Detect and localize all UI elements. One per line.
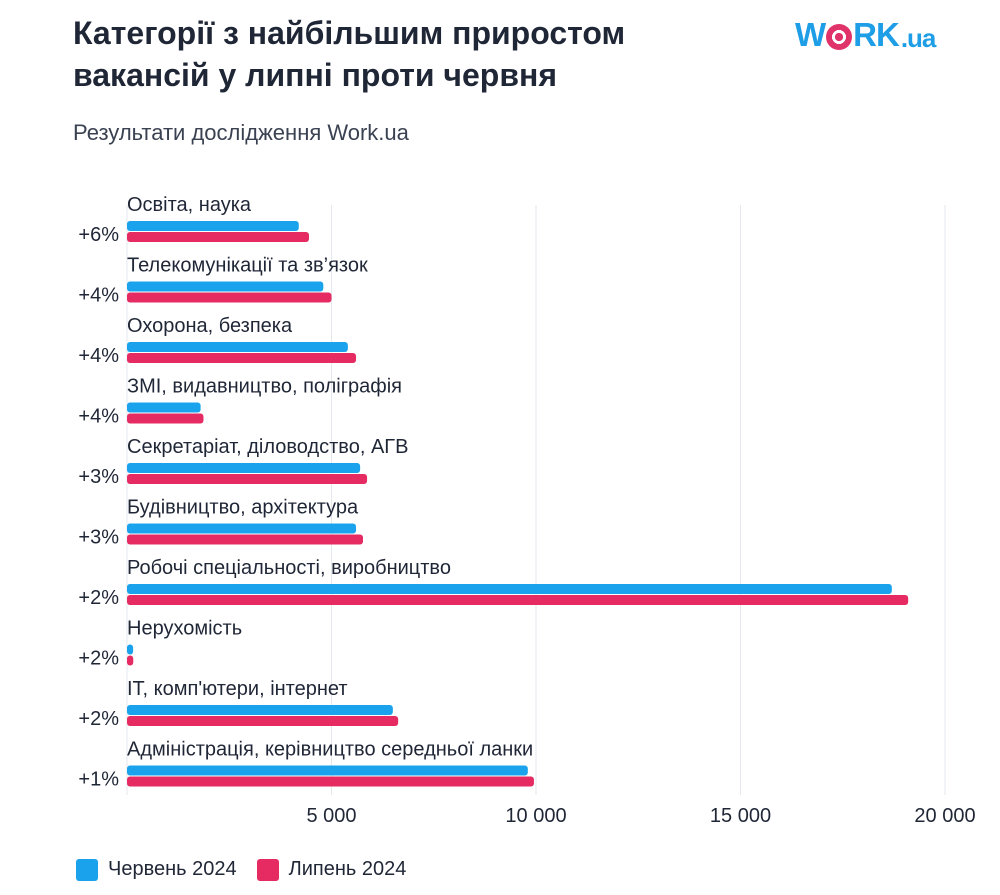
bar-june-8 xyxy=(127,705,393,715)
category-label-4: Секретаріат, діловодство, АГВ xyxy=(127,436,408,458)
chart-subtitle: Результати дослідження Work.ua xyxy=(73,120,409,145)
growth-label-1: +4% xyxy=(78,285,119,307)
bar-july-6 xyxy=(127,595,909,605)
bar-june-4 xyxy=(127,463,361,473)
bar-july-3 xyxy=(127,413,204,424)
bar-july-4 xyxy=(127,474,368,484)
growth-label-6: +2% xyxy=(78,587,119,609)
chart-legend: Червень 2024 Липень 2024 xyxy=(76,858,406,881)
bar-june-1 xyxy=(127,281,324,292)
bar-june-5 xyxy=(127,523,357,534)
growth-label-7: +2% xyxy=(78,648,119,670)
x-tick-label-2: 15 000 xyxy=(710,805,771,827)
growth-label-5: +3% xyxy=(78,527,119,549)
category-label-9: Адміністрація, керівництво середньої лан… xyxy=(127,739,533,761)
workua-logo: W RK .ua xyxy=(795,16,937,54)
bar-july-9 xyxy=(127,776,534,787)
bar-july-5 xyxy=(127,534,363,545)
bar-july-7 xyxy=(127,655,134,666)
growth-label-0: +6% xyxy=(78,224,119,246)
growth-label-4: +3% xyxy=(78,466,119,488)
category-label-8: IT, комп'ютери, інтернет xyxy=(127,678,348,700)
growth-label-9: +1% xyxy=(78,769,119,791)
bar-july-0 xyxy=(127,232,310,242)
bar-june-7 xyxy=(127,644,134,655)
bar-july-8 xyxy=(127,716,399,726)
chart-title: Категорії з найбільшим приростом вакансі… xyxy=(73,12,773,96)
legend-label-july: Липень 2024 xyxy=(288,858,407,880)
growth-label-8: +2% xyxy=(78,708,119,730)
growth-label-3: +4% xyxy=(78,406,119,428)
x-tick-label-0: 5 000 xyxy=(306,805,356,827)
legend-swatch-june xyxy=(76,858,98,881)
legend-item-june: Червень 2024 xyxy=(76,858,237,881)
category-label-7: Нерухомість xyxy=(127,618,242,640)
bar-june-3 xyxy=(127,402,201,413)
category-label-5: Будівництво, архітектура xyxy=(127,497,359,519)
bar-july-1 xyxy=(127,292,332,303)
legend-swatch-july xyxy=(256,858,279,881)
category-label-3: ЗМІ, видавництво, поліграфія xyxy=(127,376,402,398)
legend-item-july: Липень 2024 xyxy=(256,858,407,881)
target-o-icon xyxy=(826,24,853,50)
category-label-1: Телекомунікації та зв’язок xyxy=(127,255,368,277)
legend-label-june: Червень 2024 xyxy=(108,858,237,880)
bar-june-2 xyxy=(127,342,348,352)
growth-label-2: +4% xyxy=(78,345,119,367)
bar-june-9 xyxy=(127,765,528,776)
bar-july-2 xyxy=(127,353,357,363)
logo-text-rk: RK xyxy=(853,16,900,53)
category-label-6: Робочі спеціальності, виробництво xyxy=(127,557,451,579)
bar-june-0 xyxy=(127,221,299,231)
x-tick-label-1: 10 000 xyxy=(505,805,566,827)
chart-title-line-1: Категорії з найбільшим приростом xyxy=(73,15,626,51)
chart-title-line-2: вакансій у липні проти червня xyxy=(73,57,558,93)
logo-domain: .ua xyxy=(900,23,937,53)
bar-chart: 5 000 10 000 15 000 20 000 Освіта, наука +6% Т… xyxy=(78,194,975,827)
category-label-0: Освіта, наука xyxy=(127,194,252,216)
bar-june-6 xyxy=(127,584,892,594)
x-tick-label-3: 20 000 xyxy=(914,805,975,827)
logo-text-w: W xyxy=(795,16,826,53)
category-label-2: Охорона, безпека xyxy=(127,315,293,337)
